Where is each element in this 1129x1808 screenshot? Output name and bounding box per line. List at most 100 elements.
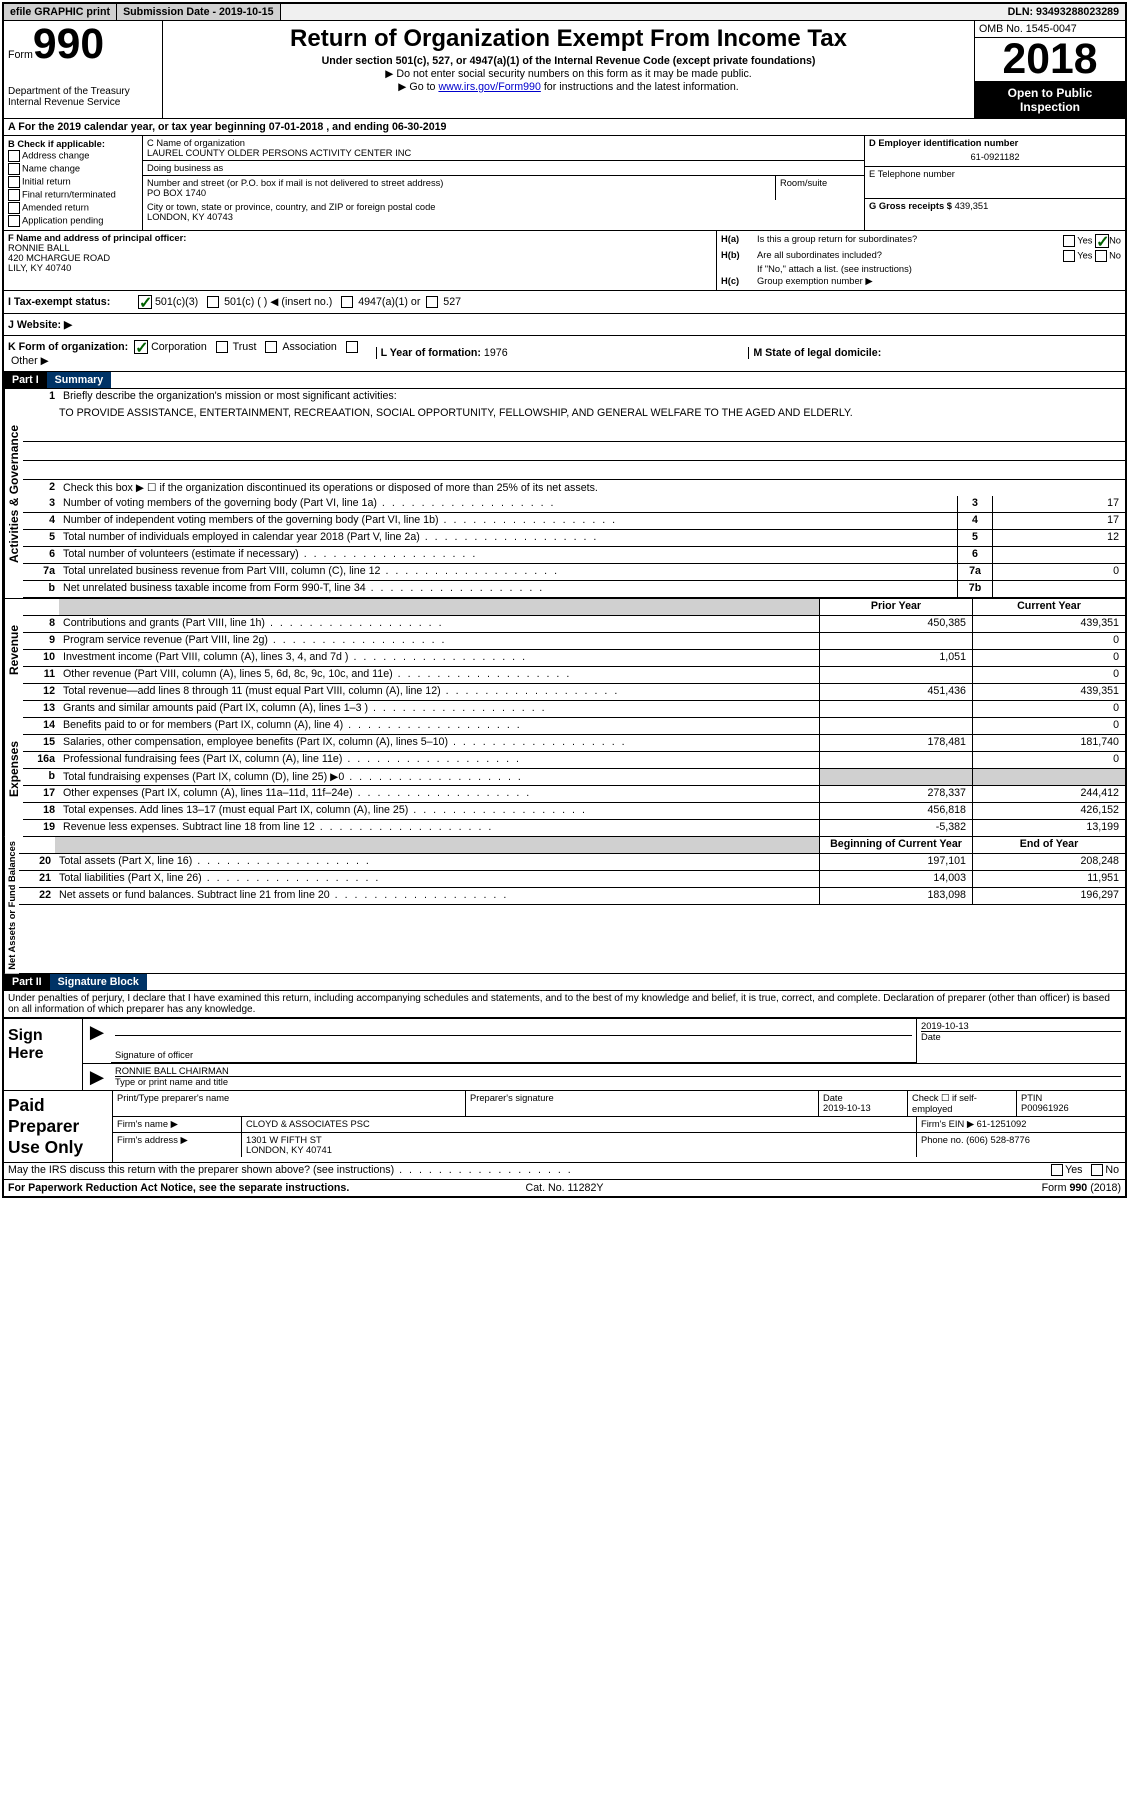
sign-here-label: Sign Here xyxy=(4,1019,82,1090)
opt-501c: 501(c) ( ) ◀ (insert no.) xyxy=(224,295,332,308)
data-line-row: 10 Investment income (Part VIII, column … xyxy=(23,650,1125,667)
ha-no-chk[interactable] xyxy=(1095,234,1109,248)
chk-assoc[interactable] xyxy=(265,341,277,353)
col-begin: Beginning of Current Year xyxy=(819,837,972,853)
side-exp: Expenses xyxy=(4,701,23,837)
irs-link[interactable]: www.irs.gov/Form990 xyxy=(438,81,540,93)
chk-527[interactable] xyxy=(426,296,438,308)
col-end: End of Year xyxy=(972,837,1125,853)
address-row: Number and street (or P.O. box if mail i… xyxy=(143,176,864,200)
sig-name-label: Type or print name and title xyxy=(115,1076,1121,1087)
chk-address[interactable]: Address change xyxy=(8,150,138,162)
data-line-row: 15 Salaries, other compensation, employe… xyxy=(23,735,1125,752)
side-rev: Revenue xyxy=(4,599,23,701)
chk-501c[interactable] xyxy=(207,296,219,308)
check-if-label: B Check if applicable: xyxy=(8,139,138,149)
goto-suffix: for instructions and the latest informat… xyxy=(541,81,739,93)
data-line-row: 12 Total revenue—add lines 8 through 11 … xyxy=(23,684,1125,701)
sig-officer-label: Signature of officer xyxy=(115,1050,912,1060)
part2-title: Signature Block xyxy=(50,974,147,990)
open-public: Open to Public Inspection xyxy=(975,82,1125,118)
sig-date: 2019-10-13 xyxy=(921,1021,1121,1031)
phone-cell: E Telephone number xyxy=(865,167,1125,199)
open-line2: Inspection xyxy=(977,100,1123,114)
org-name-value: LAUREL COUNTY OLDER PERSONS ACTIVITY CEN… xyxy=(147,148,860,158)
part1-badge: Part I xyxy=(4,372,47,388)
chk-amended[interactable]: Amended return xyxy=(8,202,138,214)
tax-year: 2018 xyxy=(975,38,1125,82)
room-label: Room/suite xyxy=(780,178,860,188)
chk-final[interactable]: Final return/terminated xyxy=(8,189,138,201)
chk-trust[interactable] xyxy=(216,341,228,353)
ha-yes-chk[interactable] xyxy=(1063,235,1075,247)
chk-501c3[interactable] xyxy=(138,295,152,309)
col-current: Current Year xyxy=(972,599,1125,615)
prep-date-label: Date xyxy=(823,1093,903,1103)
data-line-row: 19 Revenue less expenses. Subtract line … xyxy=(23,820,1125,837)
col-prior: Prior Year xyxy=(819,599,972,615)
footer-row: For Paperwork Reduction Act Notice, see … xyxy=(4,1180,1125,1196)
data-line-row: 16a Professional fundraising fees (Part … xyxy=(23,752,1125,769)
goto-prefix: ▶ Go to xyxy=(398,81,438,93)
footer-right: Form 990 (2018) xyxy=(750,1182,1121,1194)
mission-label: Briefly describe the organization's miss… xyxy=(59,389,1125,405)
side-gov: Activities & Governance xyxy=(4,389,23,598)
officer-addr1: 420 MCHARGUE ROAD xyxy=(8,253,712,263)
omb-year-box: OMB No. 1545-0047 2018 Open to Public In… xyxy=(974,21,1125,118)
discuss-no-chk[interactable] xyxy=(1091,1164,1103,1176)
entity-mid: C Name of organization LAUREL COUNTY OLD… xyxy=(143,136,864,230)
data-line-row: 9 Program service revenue (Part VIII, li… xyxy=(23,633,1125,650)
korg-row: K Form of organization: Corporation Trus… xyxy=(4,336,1125,372)
firm-addr-label: Firm's address ▶ xyxy=(113,1133,242,1157)
addr-value: PO BOX 1740 xyxy=(147,188,771,198)
prep-print-label: Print/Type preparer's name xyxy=(117,1093,461,1103)
chk-corp[interactable] xyxy=(134,340,148,354)
form-subtitle-2: ▶ Do not enter social security numbers o… xyxy=(171,67,966,80)
open-line1: Open to Public xyxy=(977,86,1123,100)
data-line-row: 8 Contributions and grants (Part VIII, l… xyxy=(23,616,1125,633)
data-line-row: 11 Other revenue (Part VIII, column (A),… xyxy=(23,667,1125,684)
form-word: Form xyxy=(8,49,33,61)
city-label: City or town, state or province, country… xyxy=(147,202,860,212)
chk-4947[interactable] xyxy=(341,296,353,308)
data-line-row: 18 Total expenses. Add lines 13–17 (must… xyxy=(23,803,1125,820)
firm-name: CLOYD & ASSOCIATES PSC xyxy=(242,1117,917,1132)
form-title: Return of Organization Exempt From Incom… xyxy=(171,25,966,53)
exp-section: Expenses 13 Grants and similar amounts p… xyxy=(4,701,1125,837)
chk-name[interactable]: Name change xyxy=(8,163,138,175)
prep-check-label: Check ☐ if self-employed xyxy=(912,1093,1012,1114)
gov-line-row: 7a Total unrelated business revenue from… xyxy=(23,564,1125,581)
opt-501c3: 501(c)(3) xyxy=(155,296,198,308)
chk-initial[interactable]: Initial return xyxy=(8,176,138,188)
sig-date-label: Date xyxy=(921,1031,1121,1042)
website-label: J Website: ▶ xyxy=(8,318,72,331)
data-line-row: 22 Net assets or fund balances. Subtract… xyxy=(19,888,1125,905)
hb-question: Are all subordinates included? xyxy=(757,250,1021,262)
sig-name: RONNIE BALL CHAIRMAN xyxy=(115,1066,1121,1076)
efile-print-button[interactable]: efile GRAPHIC print xyxy=(4,4,117,20)
opt-4947: 4947(a)(1) or xyxy=(358,296,420,308)
org-name-cell: C Name of organization LAUREL COUNTY OLD… xyxy=(143,136,864,161)
tax-status-label: I Tax-exempt status: xyxy=(8,296,138,308)
gross-cell: G Gross receipts $ 439,351 xyxy=(865,199,1125,230)
firm-ein: 61-1251092 xyxy=(977,1119,1027,1129)
h-box: H(a) Is this a group return for subordin… xyxy=(717,231,1125,290)
ha-label: H(a) xyxy=(721,234,757,248)
dba-cell: Doing business as xyxy=(143,161,864,176)
hb-yes-chk[interactable] xyxy=(1063,250,1075,262)
chk-other[interactable] xyxy=(346,341,358,353)
ha-answer: Yes No xyxy=(1021,234,1121,248)
data-line-row: 20 Total assets (Part X, line 16) 197,10… xyxy=(19,854,1125,871)
side-net: Net Assets or Fund Balances xyxy=(4,837,19,974)
phone-label: E Telephone number xyxy=(869,169,1121,179)
chk-pending[interactable]: Application pending xyxy=(8,215,138,227)
data-line-row: 14 Benefits paid to or for members (Part… xyxy=(23,718,1125,735)
form-990-page: efile GRAPHIC print Submission Date - 20… xyxy=(2,2,1127,1198)
part1-header-row: Part ISummary xyxy=(4,372,1125,389)
checkbox-column: B Check if applicable: Address change Na… xyxy=(4,136,143,230)
addr-label: Number and street (or P.O. box if mail i… xyxy=(147,178,771,188)
discuss-yes-chk[interactable] xyxy=(1051,1164,1063,1176)
discuss-question: May the IRS discuss this return with the… xyxy=(4,1163,973,1179)
sign-arrow2-icon: ▶ xyxy=(83,1064,111,1090)
hc-question: Group exemption number ▶ xyxy=(757,276,1121,287)
